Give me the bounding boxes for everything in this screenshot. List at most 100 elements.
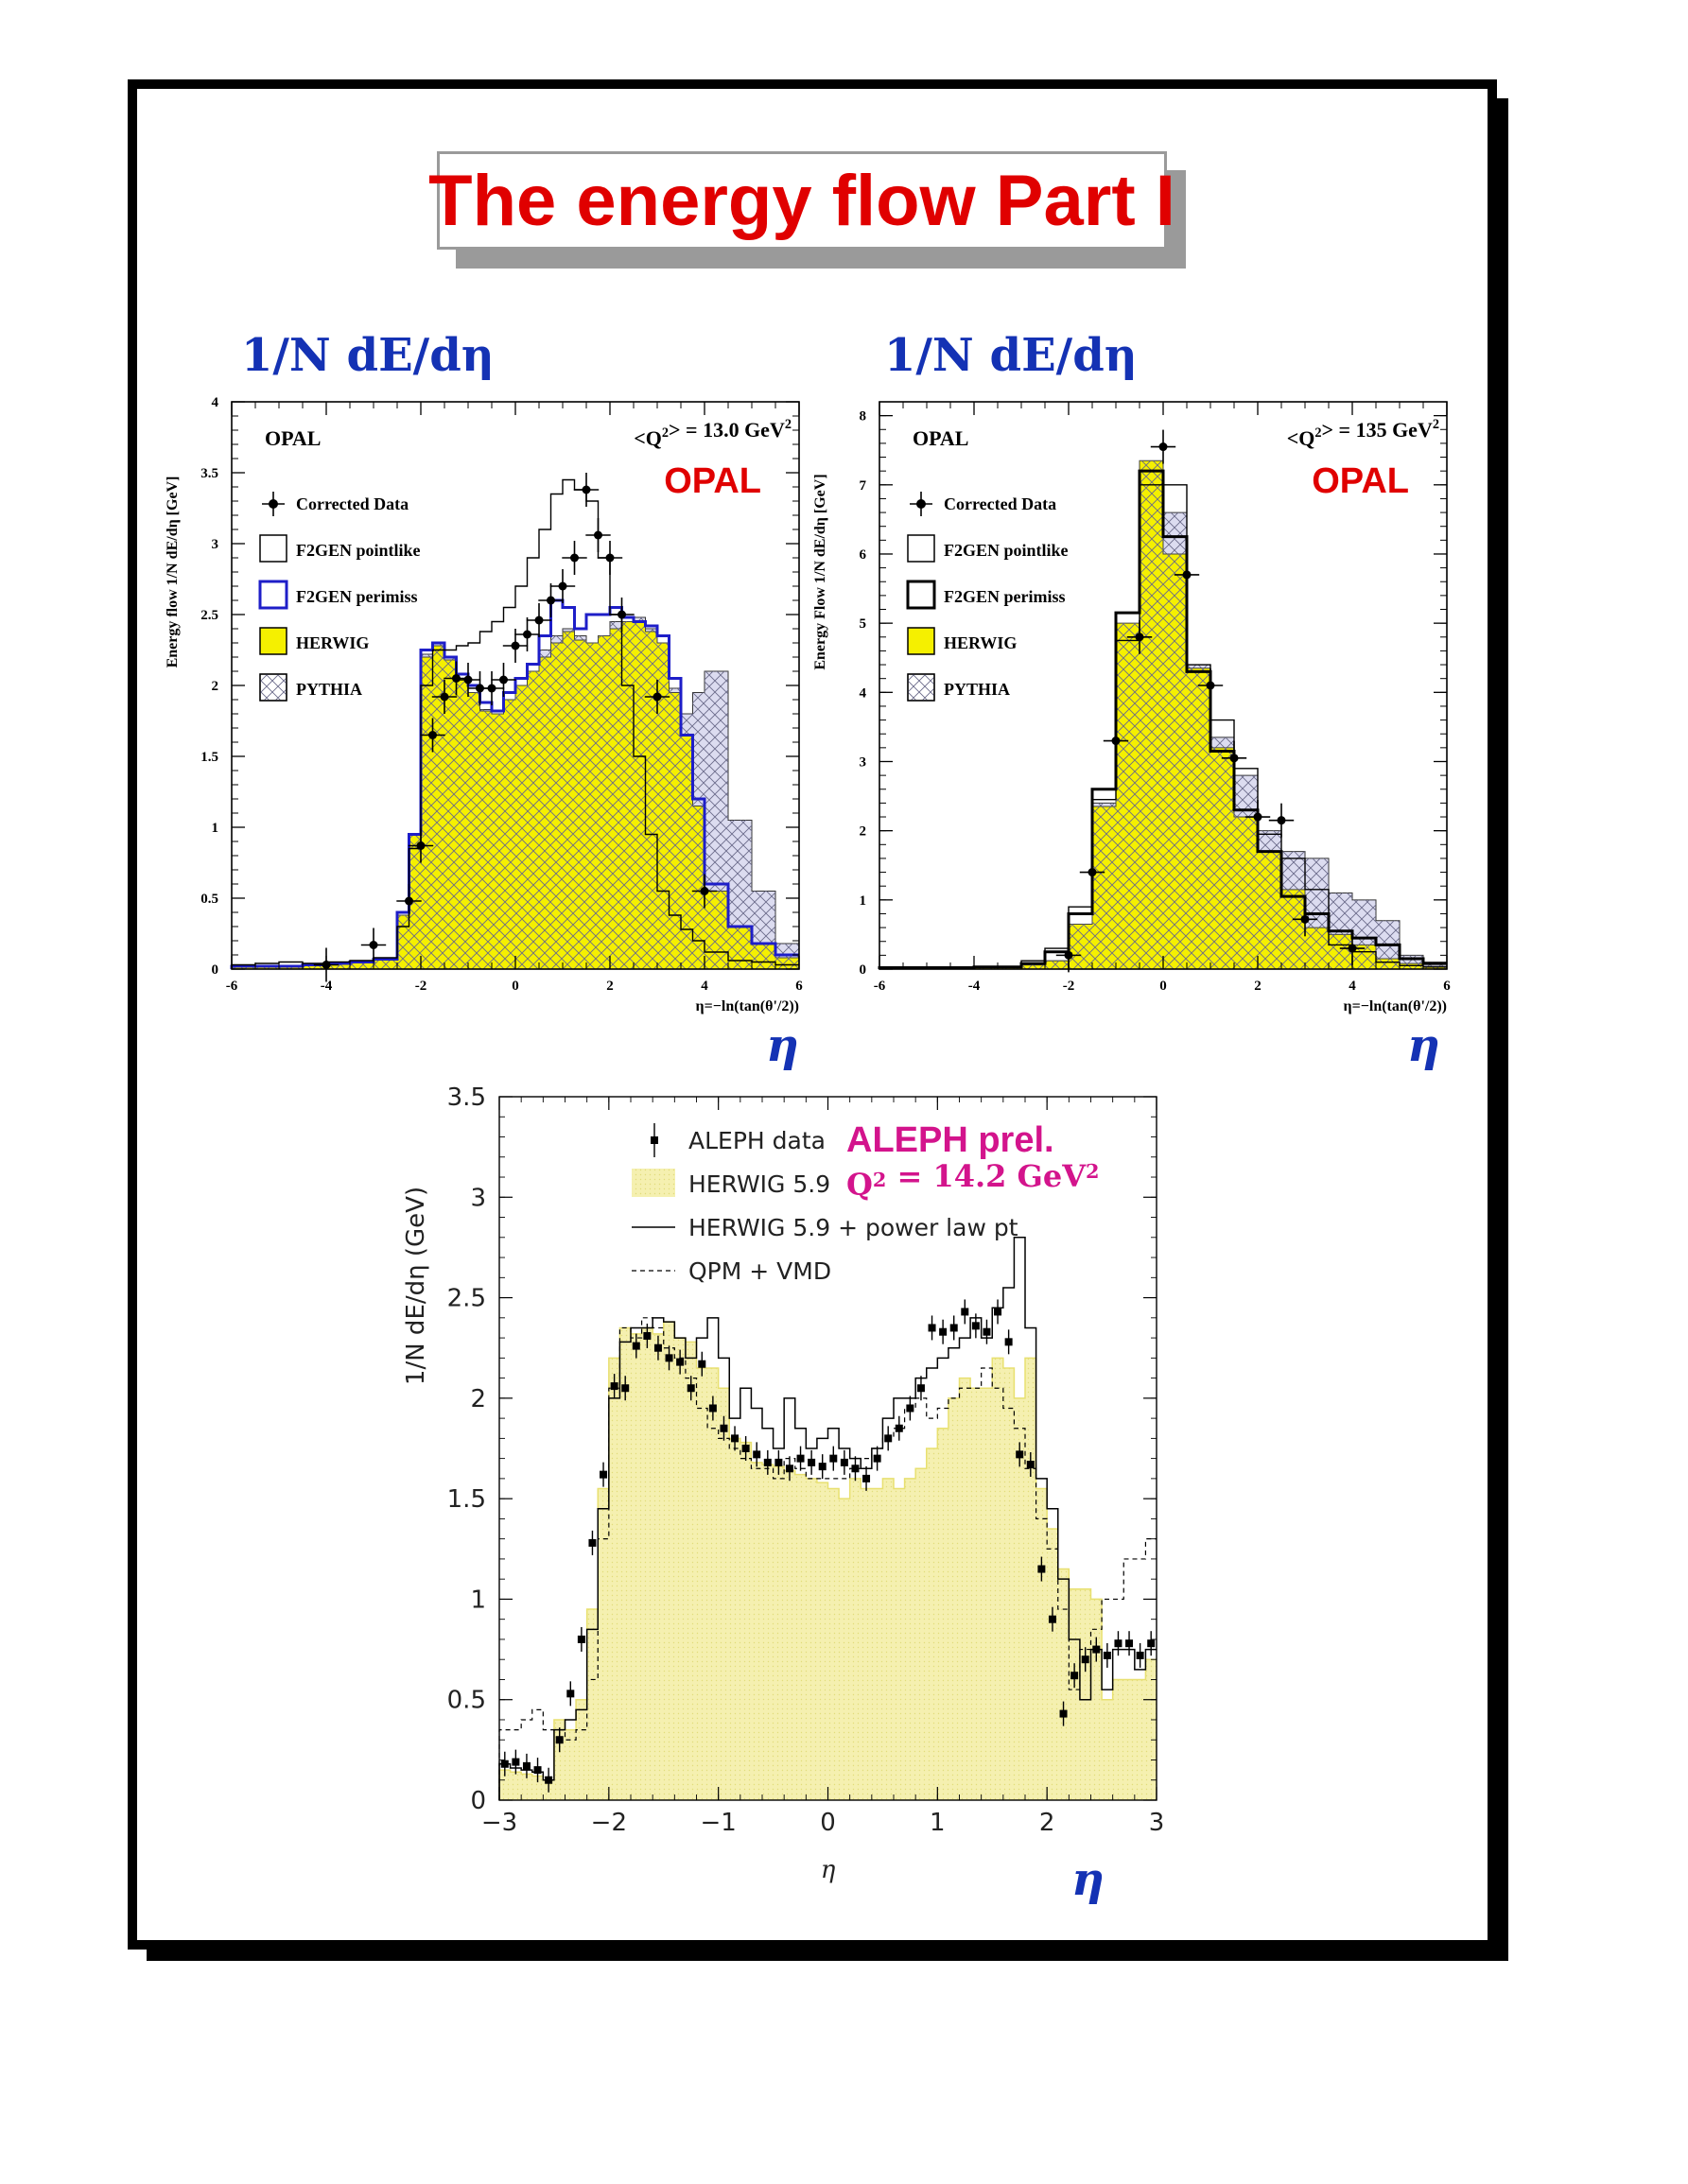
data-point — [1253, 812, 1262, 822]
y-tick-label: 1 — [470, 1586, 486, 1614]
y-tick-label: 6 — [860, 547, 867, 563]
experiment-label: OPAL — [913, 426, 968, 450]
legend-swatch — [907, 627, 935, 655]
eta-label-right: η — [1407, 1019, 1440, 1072]
y-tick-label: 2.5 — [447, 1285, 486, 1313]
aleph-data-point — [884, 1434, 893, 1443]
legend-label: ALEPH data — [688, 1127, 826, 1154]
aleph-data-point — [555, 1736, 564, 1744]
aleph-data-point — [545, 1776, 553, 1784]
legend-label: F2GEN perimiss — [944, 587, 1066, 606]
x-tick-label: -4 — [321, 979, 333, 994]
aleph-data-point — [1016, 1450, 1024, 1459]
slide-title: The energy flow Part I — [428, 160, 1175, 241]
aleph-data-point — [566, 1690, 575, 1698]
aleph-data-point — [906, 1404, 914, 1413]
legend-label: F2GEN perimiss — [296, 587, 418, 606]
data-point — [428, 731, 437, 739]
x-tick-label: 3 — [1149, 1809, 1165, 1837]
aleph-data-point — [895, 1424, 903, 1432]
aleph-data-point — [1070, 1672, 1079, 1680]
chart-opal-135: 0 1 2 3 4 5 6 7 8 -6 -4 -2 0 2 4 6 η=−ln(tan(θ'/2)) Energ… — [812, 401, 1451, 1014]
aleph-data-point — [928, 1324, 936, 1332]
aleph-data-point — [665, 1354, 673, 1362]
data-point — [463, 675, 473, 685]
x-tick-label: −2 — [591, 1809, 627, 1837]
aleph-data-point — [676, 1358, 685, 1366]
aleph-data-point — [961, 1308, 969, 1316]
aleph-data-point — [851, 1465, 860, 1473]
x-tick-label: 6 — [795, 979, 803, 994]
x-tick-label: −1 — [701, 1809, 737, 1837]
legend-label: HERWIG — [944, 633, 1017, 652]
aleph-data-point — [1026, 1461, 1035, 1469]
y-axis-label: Energy flow 1/N dE/dη [GeV] — [165, 477, 181, 668]
aleph-data-point — [949, 1324, 958, 1332]
chart-opal-13: 0 0.5 1 1.5 2 2.5 3 3.5 4 -6 -4 -2 0 2 4 6 η=−ln(tan(θ'/… — [165, 395, 803, 1014]
heading-right: 1/N dE/dη — [884, 329, 1138, 382]
y-tick-label: 4 — [212, 395, 219, 410]
x-tick-label: -6 — [226, 979, 238, 994]
aleph-data-point — [862, 1474, 871, 1482]
aleph-data-point — [1092, 1645, 1101, 1654]
herwig-hatch — [879, 460, 1447, 969]
y-axis-label: Energy Flow 1/N dE/dη [GeV] — [812, 474, 828, 669]
aleph-data-point — [774, 1458, 783, 1466]
data-point — [700, 887, 709, 895]
data-point — [523, 630, 531, 639]
legend-swatch — [907, 534, 935, 563]
x-tick-label: 4 — [701, 979, 708, 994]
y-tick-label: 0.5 — [200, 892, 218, 907]
data-point — [653, 692, 662, 702]
aleph-data-point — [522, 1761, 531, 1770]
y-tick-label: 2 — [470, 1385, 486, 1413]
aleph-data-point — [512, 1758, 520, 1766]
herwig59-histogram — [499, 1322, 1157, 1800]
x-tick-label: 2 — [1254, 979, 1262, 994]
aleph-data-point — [753, 1450, 761, 1459]
x-tick-label: −3 — [481, 1809, 517, 1837]
y-tick-label: 3 — [212, 537, 219, 552]
data-point — [416, 841, 426, 850]
aleph-logo: ALEPH prel. — [846, 1120, 1054, 1160]
data-point — [1158, 442, 1168, 452]
aleph-data-point — [971, 1322, 980, 1330]
data-point — [558, 581, 567, 591]
x-axis-label: η=−ln(tan(θ'/2)) — [696, 998, 799, 1014]
aleph-data-point — [829, 1454, 838, 1463]
y-tick-label: 5 — [860, 616, 867, 632]
y-tick-label: 2 — [860, 824, 867, 840]
eta-label-bottom: η — [1071, 1853, 1105, 1906]
aleph-data-point — [1114, 1639, 1122, 1648]
legend-label: HERWIG — [296, 633, 369, 652]
aleph-data-point — [1004, 1338, 1013, 1346]
aleph-data-point — [994, 1308, 1002, 1316]
data-point — [452, 674, 461, 683]
y-tick-label: 3 — [860, 754, 867, 770]
aleph-data-point — [1147, 1639, 1156, 1648]
y-tick-label: 3.5 — [447, 1083, 486, 1112]
aleph-data-point — [1059, 1709, 1068, 1718]
data-point — [1229, 754, 1239, 763]
data-point — [1206, 681, 1215, 690]
aleph-data-point — [720, 1424, 728, 1432]
aleph-data-point — [1048, 1615, 1056, 1623]
aleph-data-point — [916, 1384, 925, 1393]
y-tick-label: 0 — [212, 962, 219, 978]
data-point — [1348, 944, 1357, 953]
aleph-data-point — [610, 1382, 618, 1391]
eta-label-left: η — [766, 1019, 799, 1072]
opal-logo: OPAL — [664, 461, 761, 501]
data-point — [1111, 737, 1121, 746]
q2-label: <Q2> = 13.0 GeV2 — [634, 417, 792, 450]
legend-swatch — [259, 534, 287, 563]
aleph-data-point — [1103, 1651, 1111, 1659]
x-tick-label: -2 — [1063, 979, 1075, 994]
y-tick-label: 3 — [470, 1184, 486, 1212]
y-axis-label: 1/N dE/dη (GeV) — [402, 1187, 430, 1385]
y-tick-label: 8 — [860, 409, 867, 425]
x-tick-label: 0 — [1159, 979, 1167, 994]
y-tick-label: 3.5 — [200, 466, 218, 481]
y-tick-label: 7 — [860, 478, 867, 494]
